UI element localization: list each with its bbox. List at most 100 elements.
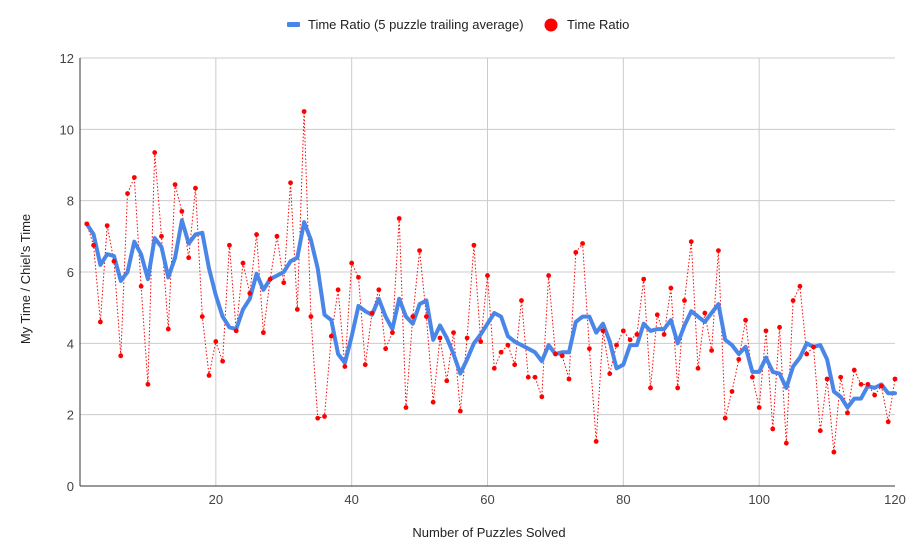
time-ratio-point bbox=[634, 332, 640, 337]
time-ratio-point bbox=[620, 328, 626, 334]
time-ratio-point bbox=[328, 333, 334, 339]
time-ratio-point bbox=[872, 392, 878, 398]
y-tick-label: 12 bbox=[60, 51, 74, 66]
time-ratio-point bbox=[722, 415, 728, 421]
legend: Time Ratio (5 puzzle trailing average) Ti… bbox=[287, 17, 629, 32]
time-ratio-point bbox=[186, 255, 192, 261]
time-ratio-point bbox=[193, 185, 198, 191]
time-ratio-point bbox=[845, 410, 850, 416]
time-ratio-point bbox=[369, 310, 375, 316]
time-ratio-point bbox=[498, 349, 504, 355]
time-ratio-point bbox=[559, 353, 565, 359]
time-ratio-point bbox=[770, 426, 776, 432]
time-ratio-point bbox=[111, 258, 117, 264]
time-ratio-point bbox=[356, 274, 361, 280]
time-ratio-point bbox=[423, 314, 429, 319]
time-ratio-point bbox=[797, 283, 803, 289]
axes: 0 2 4 6 8 10 12 20 40 60 80 100 120 bbox=[60, 51, 906, 507]
time-ratio-point bbox=[580, 241, 585, 246]
time-ratio-point bbox=[851, 367, 857, 373]
time-ratio-point bbox=[383, 346, 389, 352]
time-ratio-point bbox=[390, 330, 395, 336]
time-ratio-point bbox=[532, 374, 538, 380]
time-ratio-point bbox=[858, 381, 864, 387]
time-ratio-point bbox=[451, 330, 456, 336]
time-ratio-point bbox=[539, 394, 545, 400]
time-ratio-point bbox=[342, 364, 348, 369]
y-tick-label: 8 bbox=[67, 194, 74, 209]
time-ratio-point bbox=[491, 365, 497, 371]
time-ratio-point bbox=[600, 328, 606, 334]
time-ratio-point bbox=[118, 353, 124, 359]
time-ratio-point bbox=[478, 339, 484, 344]
time-ratio-point bbox=[91, 242, 96, 248]
time-ratio-point bbox=[471, 242, 477, 248]
time-ratio-point bbox=[525, 374, 531, 380]
time-ratio-point bbox=[104, 223, 110, 229]
time-ratio-point bbox=[376, 287, 382, 293]
series-time-ratio-connector bbox=[86, 111, 896, 453]
x-tick-label: 80 bbox=[616, 492, 630, 507]
grid bbox=[80, 57, 895, 486]
time-ratio-point bbox=[260, 330, 266, 336]
y-tick-label: 6 bbox=[67, 265, 74, 280]
time-ratio-point bbox=[274, 233, 280, 239]
time-ratio-point bbox=[145, 381, 151, 387]
time-ratio-point bbox=[811, 344, 816, 350]
time-ratio-point bbox=[179, 208, 185, 214]
time-ratio-point bbox=[668, 285, 674, 291]
x-tick-label: 20 bbox=[209, 492, 223, 507]
time-ratio-point bbox=[138, 283, 144, 289]
time-ratio-point bbox=[553, 351, 558, 357]
y-tick-label: 2 bbox=[67, 408, 74, 423]
time-ratio-point bbox=[682, 298, 687, 303]
time-ratio-point bbox=[777, 324, 782, 330]
time-ratio-point bbox=[213, 339, 219, 344]
time-ratio-point bbox=[756, 405, 762, 410]
time-ratio-point bbox=[125, 191, 130, 196]
time-ratio-point bbox=[322, 414, 327, 419]
time-ratio-point bbox=[512, 362, 518, 368]
time-ratio-point bbox=[403, 405, 409, 410]
time-ratio-point bbox=[315, 415, 321, 421]
time-ratio-point bbox=[607, 371, 613, 377]
time-ratio-point bbox=[817, 428, 823, 434]
plot-area bbox=[84, 109, 898, 455]
time-ratio-point bbox=[661, 332, 667, 337]
time-ratio-point bbox=[97, 319, 103, 325]
time-ratio-point bbox=[362, 362, 368, 368]
time-ratio-point bbox=[736, 356, 742, 362]
time-ratio-point bbox=[308, 314, 314, 319]
time-ratio-point bbox=[688, 239, 694, 245]
time-ratio-point bbox=[716, 248, 721, 254]
time-ratio-point bbox=[267, 276, 273, 282]
time-ratio-point bbox=[790, 298, 796, 303]
legend-swatch-line bbox=[287, 22, 300, 27]
time-ratio-point bbox=[335, 287, 341, 293]
time-ratio-point bbox=[566, 376, 572, 382]
x-tick-label: 120 bbox=[884, 492, 906, 507]
time-ratio-point bbox=[227, 242, 232, 248]
y-tick-label: 4 bbox=[67, 336, 74, 351]
time-ratio-point bbox=[675, 385, 681, 391]
x-tick-label: 60 bbox=[480, 492, 494, 507]
time-ratio-point bbox=[247, 291, 253, 296]
time-ratio-point bbox=[614, 342, 619, 348]
time-ratio-point bbox=[654, 312, 660, 318]
time-ratio-point bbox=[84, 221, 90, 227]
time-ratio-point bbox=[281, 280, 287, 286]
y-tick-label: 0 bbox=[67, 479, 74, 494]
time-ratio-point bbox=[288, 180, 293, 186]
time-ratio-point bbox=[743, 317, 748, 323]
time-ratio-point bbox=[519, 298, 524, 303]
time-ratio-point bbox=[763, 328, 769, 334]
y-axis-title: My Time / Chiel's Time bbox=[18, 214, 33, 344]
legend-item-trailing-average: Time Ratio (5 puzzle trailing average) bbox=[287, 17, 524, 32]
time-ratio-point bbox=[865, 381, 871, 387]
time-ratio-point bbox=[702, 310, 708, 316]
x-axis-title: Number of Puzzles Solved bbox=[412, 525, 565, 540]
time-ratio-point bbox=[879, 383, 884, 389]
time-ratio-point bbox=[586, 346, 592, 352]
time-ratio-point bbox=[783, 440, 789, 446]
